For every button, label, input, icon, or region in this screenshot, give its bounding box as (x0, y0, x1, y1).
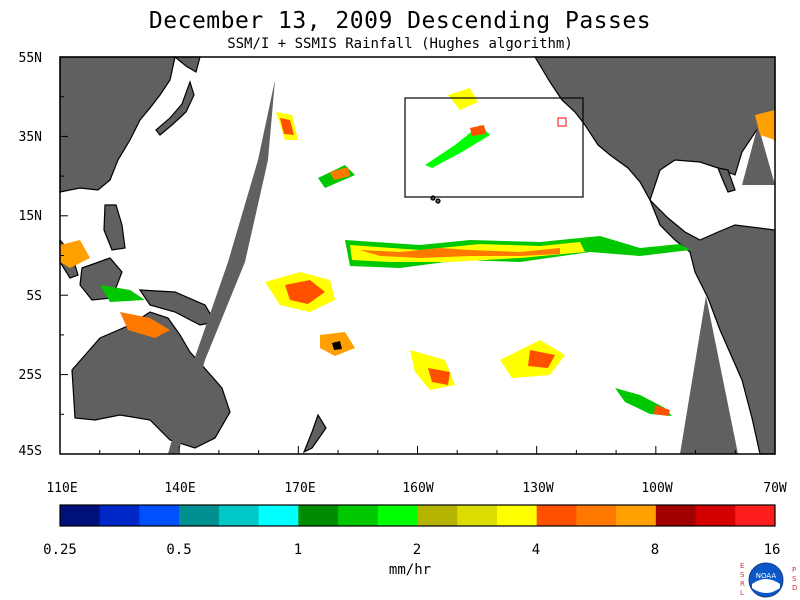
svg-text:NOAA: NOAA (756, 572, 777, 580)
caribbean-landmass (717, 167, 736, 193)
rain-png (120, 312, 170, 338)
asia-landmass (59, 56, 176, 193)
colorbar-tick: 8 (650, 542, 660, 558)
new-zealand-landmass (302, 413, 327, 454)
rain-npac-west-heavy (280, 118, 294, 135)
swath-gap-atlantic (742, 125, 775, 185)
rainfall-patches (60, 88, 775, 416)
rain-wpac-south-heavy (285, 280, 325, 304)
colorbar-tick: 0.25 (43, 542, 77, 558)
rain-maritime (100, 285, 145, 302)
lon-label: 110E (46, 481, 78, 496)
australia-landmass (71, 311, 231, 449)
colorbar-tick: 16 (763, 542, 781, 558)
landmasses (59, 56, 776, 455)
map-title: December 13, 2009 Descending Passes (148, 8, 652, 34)
swath-gap-west (168, 80, 275, 454)
axis-ticks (59, 56, 776, 455)
marker-box (557, 117, 567, 127)
lat-label: 15N (18, 209, 42, 224)
hawaii-island (435, 198, 441, 204)
rain-box-front-heavy (470, 125, 486, 136)
philippines-landmass (103, 204, 126, 251)
no-data-swaths (168, 80, 775, 454)
analysis-box (404, 97, 584, 198)
colorbar-unit: mm/hr (388, 562, 432, 578)
map-subtitle: SSM/I + SSMIS Rainfall (Hughes algorithm… (227, 36, 573, 52)
colorbar-tick: 1 (293, 542, 303, 558)
rain-south-east-heavy (654, 405, 670, 416)
rain-spcz-2-heavy (528, 350, 555, 368)
lat-label: 35N (18, 130, 42, 145)
rain-coral-sea-core (332, 341, 342, 350)
lat-label: 45S (18, 444, 42, 459)
colorbar-tick: 0.5 (166, 542, 192, 558)
swath-gap-east-pacific (680, 296, 738, 454)
rain-spcz-1-heavy (428, 368, 450, 385)
lon-label: 170E (284, 481, 316, 496)
colorbar-tick: 4 (531, 542, 541, 558)
rain-us-east (755, 110, 775, 140)
rain-npac-mid-heavy (330, 167, 350, 180)
rain-west-edge (60, 240, 90, 268)
lat-label: 25S (18, 368, 42, 383)
lon-label: 70W (763, 481, 787, 496)
lon-label: 100W (641, 481, 673, 496)
lon-label: 130W (522, 481, 554, 496)
noaa-logo: NOAA (748, 562, 784, 598)
lon-label: 160W (402, 481, 434, 496)
rain-box-north (448, 88, 478, 110)
lat-label: 55N (18, 51, 42, 66)
lat-label: 5S (26, 289, 42, 304)
rain-itcz-heavy (360, 248, 560, 258)
colorbar-tick: 2 (412, 542, 422, 558)
lon-label: 140E (164, 481, 196, 496)
japan-landmass (155, 80, 195, 136)
